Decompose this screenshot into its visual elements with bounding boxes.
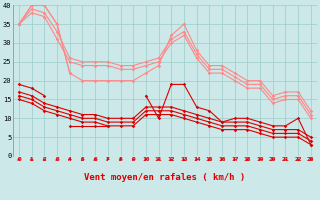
- X-axis label: Vent moyen/en rafales ( km/h ): Vent moyen/en rafales ( km/h ): [84, 174, 245, 182]
